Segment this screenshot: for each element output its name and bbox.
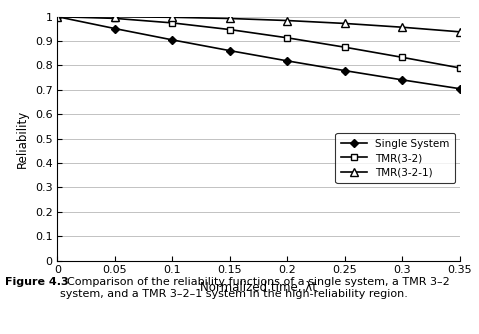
Text: Comparison of the reliability functions of a single system, a TMR 3–2
system, an: Comparison of the reliability functions … — [60, 277, 450, 299]
TMR(3-2-1) — [457, 30, 463, 34]
X-axis label: Normalized time, λt: Normalized time, λt — [200, 281, 317, 294]
TMR(3-2) — [112, 16, 118, 20]
Y-axis label: Reliability: Reliability — [16, 110, 29, 168]
TMR(3-2) — [342, 45, 348, 49]
TMR(3-2) — [399, 55, 405, 59]
Line: TMR(3-2): TMR(3-2) — [54, 13, 463, 71]
Legend: Single System, TMR(3-2), TMR(3-2-1): Single System, TMR(3-2), TMR(3-2-1) — [335, 133, 455, 183]
TMR(3-2) — [457, 66, 463, 70]
TMR(3-2) — [170, 21, 175, 25]
TMR(3-2) — [227, 28, 233, 32]
Single System — [170, 38, 175, 42]
TMR(3-2-1) — [112, 15, 118, 19]
Single System — [399, 78, 405, 82]
TMR(3-2) — [55, 15, 60, 19]
TMR(3-2-1) — [399, 25, 405, 29]
TMR(3-2-1) — [285, 18, 290, 22]
TMR(3-2-1) — [342, 21, 348, 25]
Single System — [342, 68, 348, 72]
Single System — [457, 87, 463, 91]
TMR(3-2-1) — [170, 15, 175, 19]
TMR(3-2) — [285, 36, 290, 40]
Single System — [285, 59, 290, 63]
TMR(3-2-1) — [55, 15, 60, 19]
Line: Single System: Single System — [55, 14, 463, 92]
TMR(3-2-1) — [227, 16, 233, 20]
Single System — [55, 15, 60, 19]
Text: Figure 4.3: Figure 4.3 — [5, 277, 68, 287]
Line: TMR(3-2-1): TMR(3-2-1) — [53, 13, 464, 36]
Single System — [112, 27, 118, 31]
Single System — [227, 49, 233, 53]
